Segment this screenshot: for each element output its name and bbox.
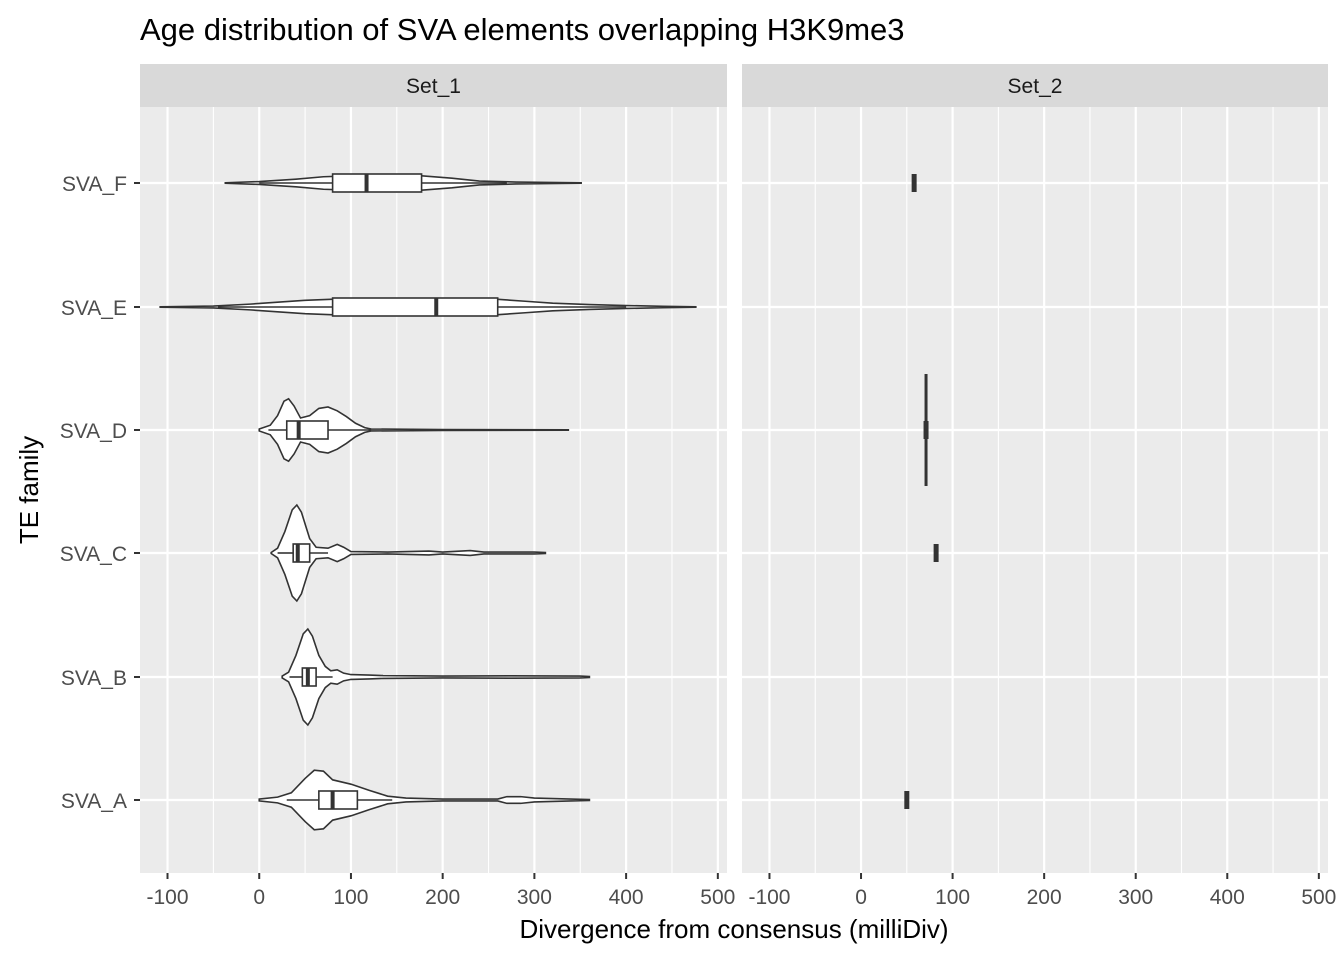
x-tick-label: 400: [609, 886, 644, 909]
y-tick-label: SVA_F: [62, 173, 127, 196]
x-tick-label: 0: [855, 886, 867, 909]
x-tick-label: -100: [147, 886, 189, 909]
violin-shape: [270, 503, 547, 603]
y-tick-label: SVA_E: [61, 297, 127, 320]
violin-sva-f: [911, 174, 917, 192]
violin-sva-b: [281, 627, 591, 727]
x-tick-label: -100: [748, 886, 790, 909]
facet-set-2: Set_2 -100 0 100 200 300 400 500: [742, 64, 1336, 909]
panel-set-2: [742, 107, 1328, 873]
violin-shape: [258, 397, 570, 463]
x-axis-set-2: -100 0 100 200 300 400 500: [748, 873, 1336, 909]
violin-sva-e: [159, 297, 697, 317]
chart-title: Age distribution of SVA elements overlap…: [140, 12, 905, 47]
x-tick-label: 100: [333, 886, 368, 909]
box-iqr: [292, 543, 311, 563]
facet-set-1: Set_1 -100 0 100 200 300 400 500: [140, 64, 735, 909]
box-median: [904, 791, 910, 809]
x-axis-title: Divergence from consensus (milliDiv): [519, 914, 948, 944]
x-tick-label: 300: [517, 886, 552, 909]
violin-sva-c: [270, 503, 547, 603]
violin-sva-d: [923, 374, 929, 486]
y-tick-label: SVA_C: [60, 543, 127, 566]
x-tick-label: 100: [935, 886, 970, 909]
y-axis: SVA_A SVA_B SVA_C SVA_D SVA_E SVA_F: [60, 173, 140, 813]
x-tick-label: 400: [1210, 886, 1245, 909]
violin-shape: [281, 627, 591, 727]
box-median: [911, 174, 917, 192]
x-tick-label: 500: [700, 886, 735, 909]
x-tick-label: 0: [253, 886, 265, 909]
facet-label-set-1: Set_1: [406, 75, 461, 98]
box-iqr: [331, 297, 499, 317]
facet-strip-set-2: [742, 64, 1328, 107]
violin-sva-f: [224, 173, 582, 193]
y-axis-title: TE family: [14, 436, 44, 544]
violin-shape: [258, 769, 591, 831]
x-tick-label: 200: [1027, 886, 1062, 909]
x-tick-label: 300: [1118, 886, 1153, 909]
y-tick-label: SVA_B: [61, 667, 127, 690]
y-tick-label: SVA_A: [61, 790, 127, 813]
violin-sva-d: [258, 397, 570, 463]
facet-label-set-2: Set_2: [1008, 75, 1063, 98]
facet-strip-set-1: [140, 64, 727, 107]
violin-sva-a: [258, 769, 591, 831]
box-iqr: [285, 420, 329, 440]
box-median: [933, 544, 939, 562]
box-iqr: [331, 173, 423, 193]
marks-set-1: [159, 173, 697, 831]
marks-set-2: [904, 174, 939, 809]
x-axis-set-1: -100 0 100 200 300 400 500: [147, 873, 735, 909]
x-tick-label: 500: [1301, 886, 1336, 909]
violin-sva-a: [904, 791, 910, 809]
x-tick-label: 200: [425, 886, 460, 909]
y-tick-label: SVA_D: [60, 420, 127, 443]
grid-set-2: [742, 107, 1328, 873]
violin-sva-c: [933, 544, 939, 562]
box-iqr: [318, 790, 359, 810]
box-median: [923, 421, 929, 439]
panel-set-1: [140, 107, 727, 873]
